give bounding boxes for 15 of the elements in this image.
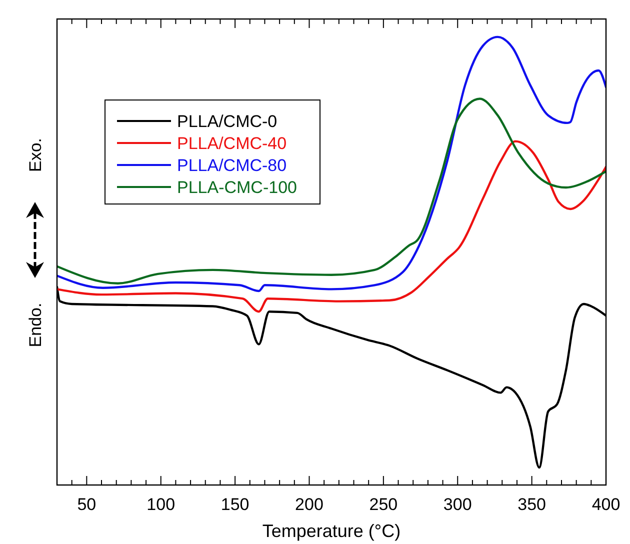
x-tick-label: 300 (443, 495, 472, 514)
legend-label: PLLA/CMC-80 (177, 156, 287, 175)
x-tick-label: 50 (77, 495, 96, 514)
legend-label: PLLA/CMC-0 (177, 112, 278, 131)
legend-label: PLLA/CMC-40 (177, 134, 287, 153)
text: Endo. (26, 302, 45, 348)
x-tick-label: 400 (592, 495, 620, 514)
x-tick-label: 350 (518, 495, 546, 514)
x-tick-label: 100 (146, 495, 176, 514)
x-tick-label: 250 (369, 495, 398, 514)
x-tick-label: 150 (220, 495, 250, 514)
x-tick-label: 200 (295, 495, 324, 514)
legend-label: PLLA-CMC-100 (177, 178, 297, 197)
x-axis-title: Temperature (°C) (262, 521, 401, 541)
text: Exo. (26, 138, 45, 172)
